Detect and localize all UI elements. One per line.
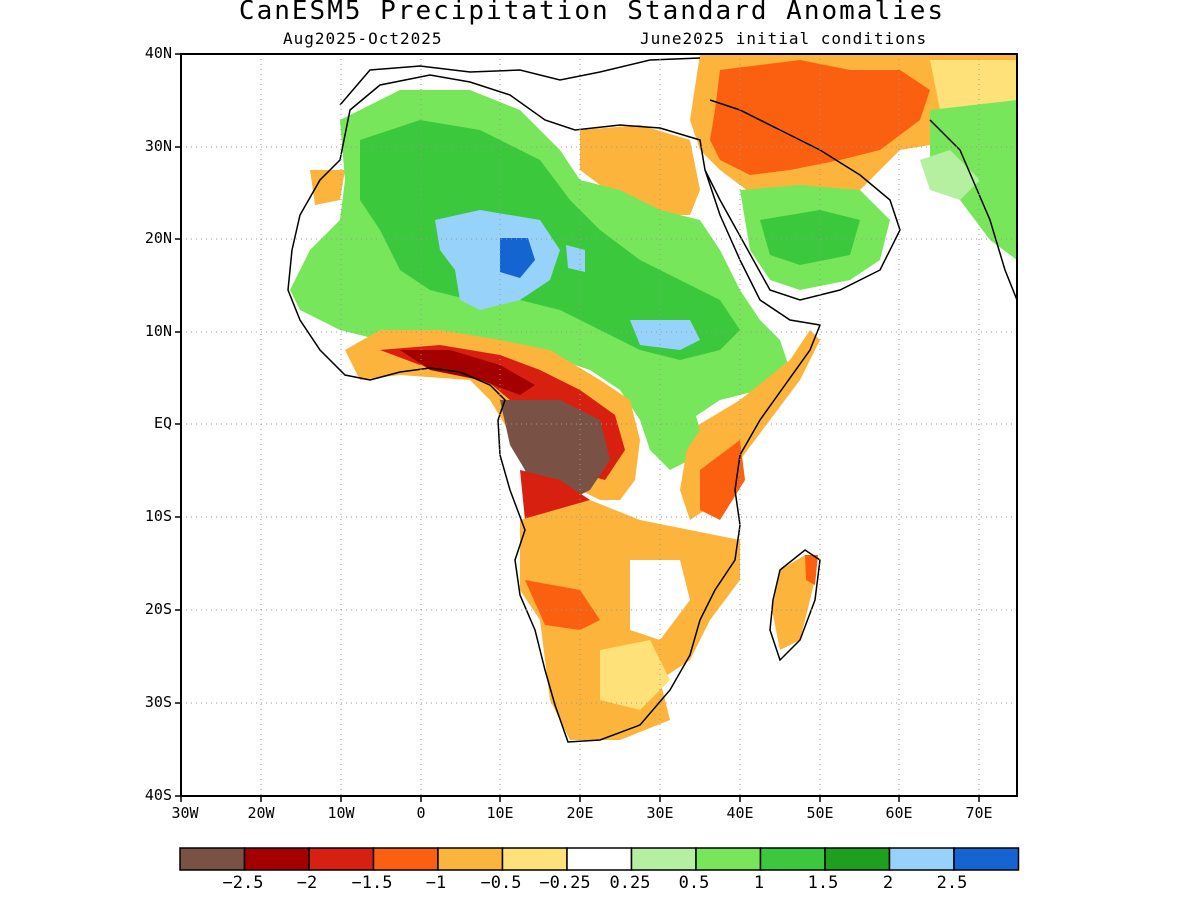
forecast-period: Aug2025-Oct2025	[283, 29, 443, 48]
arabia-coastline	[704, 99, 901, 301]
anomaly-darkred-guinea	[400, 350, 535, 395]
initial-conditions: June2025 initial conditions	[640, 29, 928, 48]
colorbar-label: −0.5	[480, 873, 522, 893]
anomaly-lightgreen-india	[920, 150, 980, 200]
africa-coastline	[287, 74, 822, 743]
anomaly-blue-chad	[500, 238, 535, 278]
colorbar-label: −0.25	[539, 873, 591, 893]
lon-label-10w: 10W	[327, 804, 355, 822]
colorbar-label: −2.5	[222, 873, 264, 893]
anomaly-lightblue-sudan	[630, 320, 700, 350]
anomaly-deeporange-south	[525, 580, 600, 630]
anomaly-brown-congo	[500, 400, 610, 515]
lon-label-40e: 40E	[726, 804, 754, 822]
lon-label-60e: 60E	[885, 804, 913, 822]
anomaly-darkgreen-arabia	[760, 210, 860, 265]
anomaly-lightblue-niger	[435, 210, 560, 310]
colorbar-label: 1	[753, 873, 765, 893]
map-frame	[180, 53, 1018, 797]
colorbar-swatch	[372, 847, 439, 871]
colorbar-label: 2.5	[936, 873, 968, 893]
lon-label-70e: 70E	[965, 804, 993, 822]
india-coastline	[929, 119, 1017, 301]
colorbar	[179, 847, 1020, 871]
colorbar-swatch	[566, 847, 633, 871]
lat-label-30n: 30N	[144, 137, 172, 155]
lon-label-10e: 10E	[486, 804, 514, 822]
colorbar-label: 1.5	[807, 873, 839, 893]
colorbar-swatch	[179, 847, 246, 871]
colorbar-swatch	[501, 847, 568, 871]
lat-label-10n: 10N	[144, 322, 172, 340]
colorbar-label: 0.25	[609, 873, 651, 893]
colorbar-label: 2	[882, 873, 894, 893]
lat-label-20s: 20S	[144, 600, 172, 618]
madagascar-coastline	[769, 549, 821, 662]
colorbar-swatch	[953, 847, 1020, 871]
anomaly-green-lakes	[650, 395, 700, 460]
coastlines	[287, 57, 1017, 743]
lat-label-20n: 20N	[144, 229, 172, 247]
colorbar-swatch	[824, 847, 891, 871]
graticule	[181, 54, 1017, 796]
colorbar-label: −2	[296, 873, 318, 893]
map-title: CanESM5 Precipitation Standard Anomalies	[238, 0, 946, 26]
colorbar-swatch	[437, 847, 504, 871]
lat-label-40n: 40N	[144, 44, 172, 62]
anomaly-red-madagascar	[805, 555, 818, 585]
anomaly-deep-orange-mideast	[710, 60, 930, 175]
lat-label-40s: 40S	[144, 786, 172, 804]
lon-label-0: 0	[416, 804, 426, 822]
colorbar-swatch	[308, 847, 375, 871]
lat-label-30s: 30S	[144, 693, 172, 711]
lon-label-30w: 30W	[171, 804, 199, 822]
colorbar-swatch	[243, 847, 310, 871]
colorbar-swatch	[888, 847, 955, 871]
lat-label-eq: EQ	[153, 414, 172, 432]
anomaly-orange-morocco	[310, 170, 345, 205]
colorbar-label: −1.5	[351, 873, 393, 893]
anomaly-orange-madagascar	[772, 555, 815, 650]
colorbar-label: −1	[425, 873, 447, 893]
axis-ticks	[175, 53, 980, 802]
colorbar-swatch	[759, 847, 826, 871]
anomaly-orange-egypt	[580, 125, 700, 215]
colorbar-swatch	[695, 847, 762, 871]
colorbar-label: 0.5	[678, 873, 710, 893]
anomaly-lightblue-small	[566, 245, 585, 272]
anomaly-yellow-south	[600, 640, 670, 710]
anomaly-fields	[290, 54, 1017, 740]
lon-label-50e: 50E	[806, 804, 834, 822]
lat-label-10s: 10S	[144, 507, 172, 525]
lon-label-30e: 30E	[646, 804, 674, 822]
mediterranean-coastline	[339, 57, 701, 106]
anomaly-deeporange-eastafrica	[700, 440, 745, 520]
colorbar-swatch	[630, 847, 697, 871]
lon-label-20w: 20W	[247, 804, 275, 822]
lon-label-20e: 20E	[566, 804, 594, 822]
